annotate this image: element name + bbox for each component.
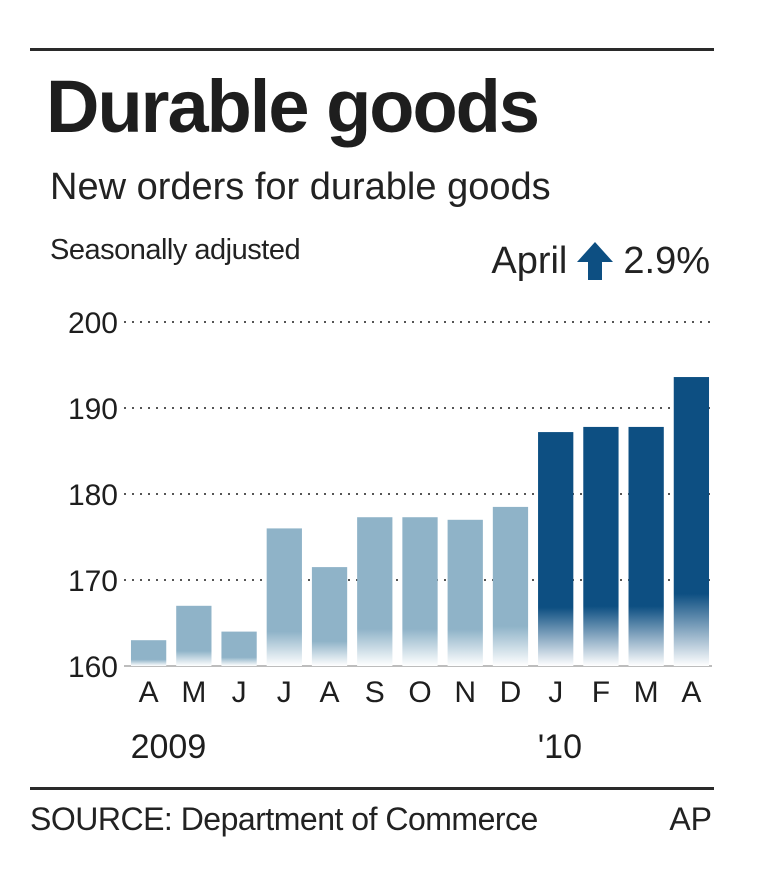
x-category-label: F bbox=[592, 676, 610, 709]
y-tick-label: 160 bbox=[68, 651, 118, 684]
x-category-label: J bbox=[277, 676, 292, 709]
bar bbox=[447, 519, 483, 666]
bar bbox=[402, 517, 438, 666]
y-tick-label: 180 bbox=[68, 479, 118, 512]
x-category-label: O bbox=[408, 676, 431, 709]
x-category-label: J bbox=[232, 676, 247, 709]
x-category-label: A bbox=[320, 676, 340, 709]
bottom-rule bbox=[30, 787, 714, 790]
y-tick-label: 190 bbox=[68, 393, 118, 426]
year-labels: 2009 '10 bbox=[131, 728, 582, 766]
x-category-label: M bbox=[181, 676, 206, 709]
x-category-label: D bbox=[500, 676, 522, 709]
source-line: SOURCE: Department of Commerce bbox=[30, 801, 538, 837]
bar bbox=[221, 631, 257, 666]
bar bbox=[673, 377, 710, 666]
x-category-label: N bbox=[454, 676, 476, 709]
x-category-label: M bbox=[634, 676, 659, 709]
bars bbox=[130, 377, 710, 666]
chart-subtitle: New orders for durable goods bbox=[50, 166, 551, 208]
x-category-label: A bbox=[681, 676, 701, 709]
y-tick-labels: 200 190 180 170 160 bbox=[68, 307, 118, 684]
year-label: 2009 bbox=[131, 728, 207, 766]
bar bbox=[538, 432, 574, 666]
bar bbox=[583, 426, 619, 666]
bar bbox=[130, 640, 167, 666]
bar bbox=[628, 426, 664, 666]
bar bbox=[266, 528, 302, 666]
credit-line: AP bbox=[669, 801, 712, 837]
x-category-label: A bbox=[139, 676, 159, 709]
up-arrow-icon bbox=[577, 242, 614, 280]
seasonal-note: Seasonally adjusted bbox=[50, 234, 301, 266]
top-rule bbox=[30, 48, 714, 51]
bar bbox=[357, 517, 393, 666]
bar bbox=[492, 506, 529, 666]
x-category-label: J bbox=[548, 676, 563, 709]
change-value: 2.9% bbox=[623, 240, 710, 282]
y-tick-label: 170 bbox=[68, 565, 118, 598]
x-category-label: S bbox=[365, 676, 385, 709]
year-label: '10 bbox=[538, 728, 582, 766]
y-tick-label: 200 bbox=[68, 307, 118, 340]
bar bbox=[176, 605, 212, 666]
change-month: April bbox=[491, 240, 568, 282]
chart-title: Durable goods bbox=[46, 65, 540, 148]
change-callout: April 2.9% bbox=[491, 240, 710, 282]
bar bbox=[311, 567, 348, 666]
